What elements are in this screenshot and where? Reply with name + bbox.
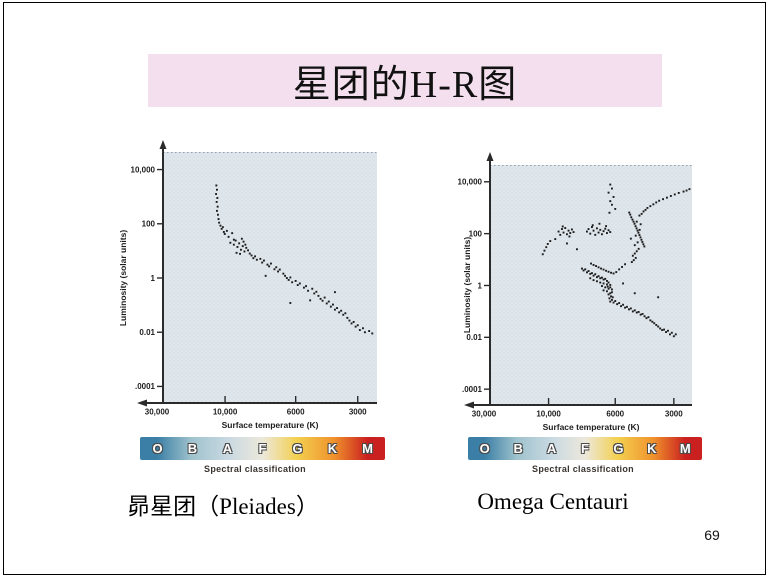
spectral-class-letter: F (258, 441, 267, 456)
plot-texture (490, 165, 692, 405)
spectral-class-letter: A (546, 441, 557, 456)
spectral-class-letter: B (187, 441, 198, 456)
scatter-points (541, 183, 691, 338)
svg-text:3000: 3000 (665, 410, 683, 419)
svg-text:1: 1 (478, 281, 483, 290)
svg-text:.0001: .0001 (135, 382, 156, 391)
svg-text:.0001: .0001 (462, 385, 483, 394)
svg-text:0.01: 0.01 (139, 328, 155, 337)
spectral-class-letter: K (647, 441, 657, 456)
slide-border (3, 2, 766, 575)
svg-text:10,000: 10,000 (458, 178, 483, 187)
slide-title: 星团的H-R图 (292, 64, 518, 106)
svg-text:10,000: 10,000 (213, 408, 238, 417)
scatter-points (215, 184, 374, 335)
hr-diagram-pleiades: 10,000 100 1 0.01.0001 30,000 10,000 6000 3000 … (113, 140, 397, 485)
svg-text:10,000: 10,000 (536, 410, 561, 419)
spectral-class-letter: A (222, 441, 233, 456)
svg-text:6000: 6000 (287, 408, 305, 417)
plot-texture (163, 152, 377, 403)
spectral-class-letter: F (581, 441, 589, 456)
spectral-class-letter: K (327, 441, 338, 456)
svg-text:10,000: 10,000 (131, 165, 156, 174)
spectral-class-letter: O (152, 441, 163, 456)
caption-pleiades: 昴星团（Pleiades） (127, 494, 319, 519)
svg-text:6000: 6000 (606, 410, 624, 419)
spectral-class-letter: M (362, 441, 373, 456)
svg-text:30,000: 30,000 (145, 408, 170, 417)
x-axis-title: Surface temperature (K) (222, 420, 319, 430)
spectral-class-letter: B (513, 441, 523, 456)
y-axis-title: Luminosity (solar units) (462, 237, 472, 334)
x-axis-arrow-icon (137, 399, 147, 407)
svg-text:1: 1 (151, 274, 156, 283)
spectral-class-letter: M (679, 441, 691, 456)
svg-text:100: 100 (469, 229, 483, 238)
title-bar: 星团的H-R图 (148, 54, 662, 107)
x-axis-title: Surface temperature (K) (543, 422, 640, 432)
axis-ticks: 10,000 100 1 0.01 .0001 30,000 10,000 6000 3000 (131, 165, 368, 416)
y-axis-title: Luminosity (solar units) (118, 230, 128, 327)
caption-omega-centauri: Omega Centauri (477, 489, 629, 514)
page-number: 69 (704, 527, 720, 543)
spectral-class-letter: G (292, 441, 303, 456)
svg-text:30,000: 30,000 (472, 410, 497, 419)
axis-ticks: 10,000 100 1 0.01 .0001 30,000 10,000 6000 3000 (458, 178, 684, 419)
svg-text:100: 100 (142, 220, 156, 229)
y-axis-arrow-icon (159, 140, 167, 149)
spectral-classification-label: Spectral classification (204, 464, 306, 474)
x-axis-arrow-icon (464, 401, 474, 409)
svg-text:0.01: 0.01 (466, 333, 482, 342)
hr-diagram-omega-centauri: 10,000 100 1 0.01.0001 30,000 10,000 6000 3000 … (455, 140, 739, 485)
y-axis-arrow-icon (486, 152, 494, 161)
spectral-class-letter: O (479, 441, 490, 456)
spectral-class-letter: G (613, 441, 624, 456)
svg-text:3000: 3000 (349, 408, 367, 417)
spectral-classification-label: Spectral classification (532, 464, 634, 474)
